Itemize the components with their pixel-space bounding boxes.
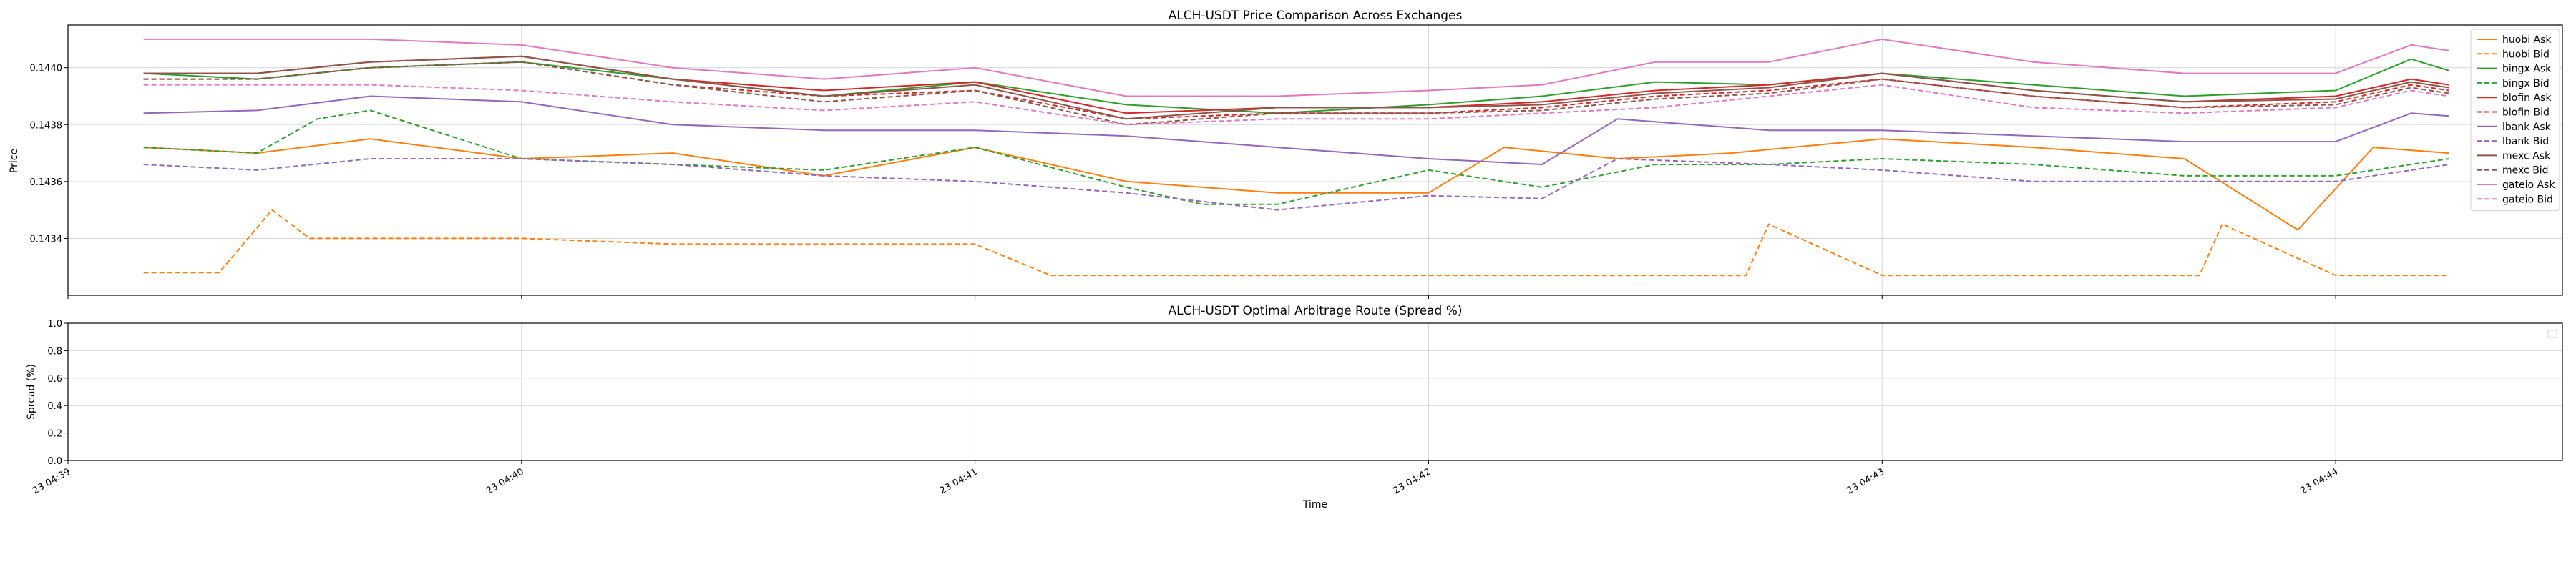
price-x-ticks: [67, 295, 2336, 299]
price-y-tick-label: 0.1434: [30, 234, 63, 245]
spread-empty-legend-box: [2547, 330, 2557, 338]
series-line-lbank-bid: [143, 158, 2449, 211]
price-y-ticks: 0.1434 0.1436 0.1438 0.1440: [30, 64, 68, 245]
price-y-axis-label: Price: [9, 149, 20, 173]
spread-y-axis-label: Spread (%): [26, 364, 37, 420]
legend-label-lbank-ask: lbank Ask: [2502, 122, 2552, 133]
price-series-group: [143, 38, 2449, 277]
spread-y-tick-label: 0.4: [47, 401, 62, 412]
spread-panel: ALCH-USDT Optimal Arbitrage Route (Sprea…: [26, 304, 2563, 511]
price-legend-box: [2470, 29, 2560, 212]
spread-grid: [67, 322, 2562, 461]
spread-x-tick-label: 23 04:43: [1845, 466, 1886, 496]
legend-label-bingx-bid: bingx Bid: [2502, 78, 2550, 89]
spread-x-tick-label: 23 04:41: [938, 466, 980, 496]
spread-x-tick-label: 23 04:42: [1392, 466, 1433, 496]
price-legend: huobi Ask huobi Bid bingx Ask bingx Bid blof…: [2470, 29, 2560, 212]
price-y-tick-label: 0.1438: [30, 120, 63, 131]
legend-label-huobi-bid: huobi Bid: [2502, 49, 2550, 60]
legend-label-bingx-ask: bingx Ask: [2502, 64, 2552, 75]
spread-x-ticks: 23 04:39 23 04:40 23 04:41 23 04:42 23 04:43…: [31, 460, 2340, 497]
spread-x-tick-label: 23 04:44: [2298, 466, 2340, 496]
time-x-axis-label: Time: [1302, 499, 1327, 511]
legend-label-blofin-bid: blofin Bid: [2502, 107, 2550, 119]
spread-chart-title: ALCH-USDT Optimal Arbitrage Route (Sprea…: [1169, 304, 1463, 318]
legend-label-gateio-ask: gateio Ask: [2502, 179, 2555, 191]
spread-y-tick-label: 1.0: [47, 319, 62, 330]
legend-label-huobi-ask: huobi Ask: [2502, 34, 2552, 46]
price-chart-title: ALCH-USDT Price Comparison Across Exchan…: [1169, 9, 1463, 23]
series-line-gateio-ask: [143, 38, 2449, 97]
series-line-huobi-ask: [143, 138, 2449, 231]
legend-label-lbank-bid: lbank Bid: [2502, 136, 2549, 147]
spread-y-tick-label: 0.2: [47, 429, 62, 440]
series-line-huobi-bid: [143, 209, 2449, 277]
series-line-mexc-ask: [143, 55, 2449, 120]
price-axes-frame: [67, 24, 2563, 296]
series-line-gateio-bid: [143, 84, 2449, 126]
price-y-tick-label: 0.1440: [30, 64, 63, 74]
series-line-mexc-bid: [143, 61, 2449, 126]
legend-label-gateio-bid: gateio Bid: [2502, 194, 2553, 205]
spread-axes-frame: [67, 322, 2563, 461]
spread-y-tick-label: 0.6: [47, 374, 62, 385]
spread-x-tick-label: 23 04:39: [31, 466, 72, 496]
spread-x-tick-label: 23 04:40: [484, 466, 526, 496]
series-line-bingx-bid: [143, 109, 2449, 205]
legend-label-mexc-bid: mexc Bid: [2502, 165, 2549, 177]
price-y-tick-label: 0.1436: [30, 177, 63, 188]
legend-label-blofin-ask: blofin Ask: [2502, 92, 2552, 104]
legend-label-mexc-ask: mexc Ask: [2502, 150, 2551, 162]
series-line-blofin-ask: [143, 55, 2449, 114]
spread-y-tick-label: 0.8: [47, 346, 62, 357]
spread-y-ticks: 0.0 0.2 0.4 0.6 0.8 1.0: [47, 319, 68, 467]
spread-y-tick-label: 0.0: [47, 456, 62, 467]
price-comparison-panel: ALCH-USDT Price Comparison Across Exchan…: [9, 9, 2563, 299]
series-line-lbank-ask: [143, 95, 2449, 165]
